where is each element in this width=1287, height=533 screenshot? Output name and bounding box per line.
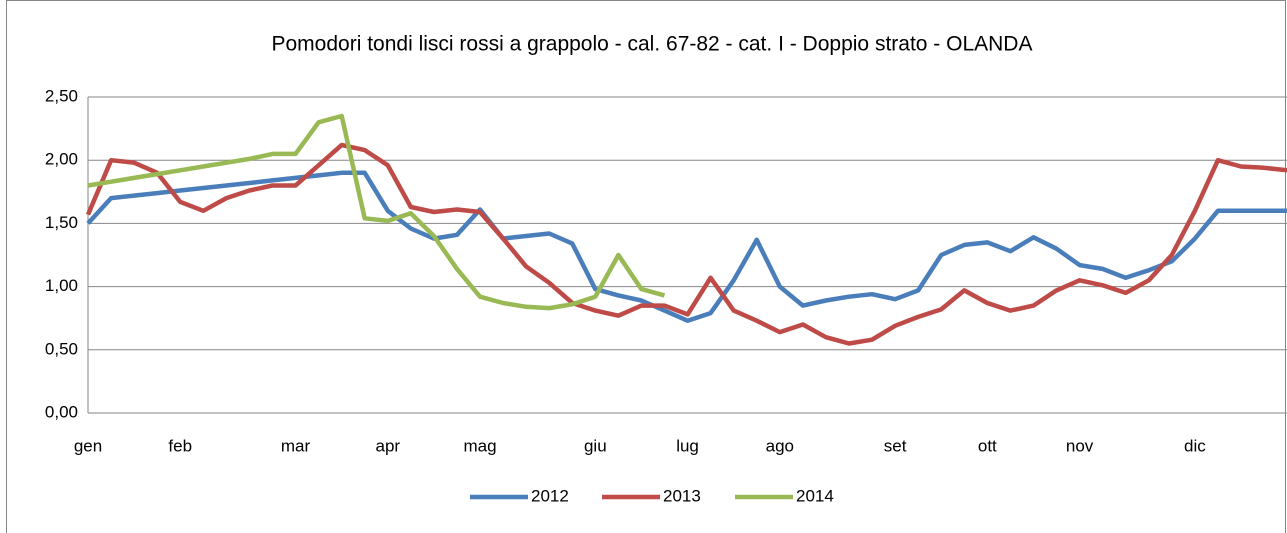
y-tick-label: 1,50 [45, 213, 78, 232]
y-tick-label: 0,00 [45, 402, 78, 421]
series-line [87, 113, 666, 311]
x-tick-label: nov [1066, 436, 1094, 455]
y-tick-label: 2,50 [45, 86, 78, 105]
y-tick-label: 0,50 [45, 339, 78, 358]
series-line [86, 170, 1287, 323]
x-tick-label: lug [676, 436, 699, 455]
chart-border [6, 0, 1286, 533]
legend-label: 2014 [796, 486, 834, 505]
y-tick-label: 2,00 [45, 150, 78, 169]
legend-label: 2012 [531, 486, 569, 505]
x-tick-label: mag [463, 436, 496, 455]
chart-title: Pomodori tondi lisci rossi a grappolo - … [272, 33, 1033, 56]
x-tick-label: gen [74, 436, 102, 455]
x-tick-label: mar [281, 436, 311, 455]
x-tick-label: set [884, 436, 907, 455]
x-tick-label: apr [375, 436, 400, 455]
x-tick-label: feb [168, 436, 192, 455]
x-tick-label: ott [978, 436, 997, 455]
x-tick-label: giu [584, 436, 607, 455]
x-tick-label: ago [766, 436, 794, 455]
x-tick-label: dic [1184, 436, 1206, 455]
legend-label: 2013 [663, 486, 701, 505]
series-line [85, 142, 1287, 346]
y-tick-label: 1,00 [45, 276, 78, 295]
